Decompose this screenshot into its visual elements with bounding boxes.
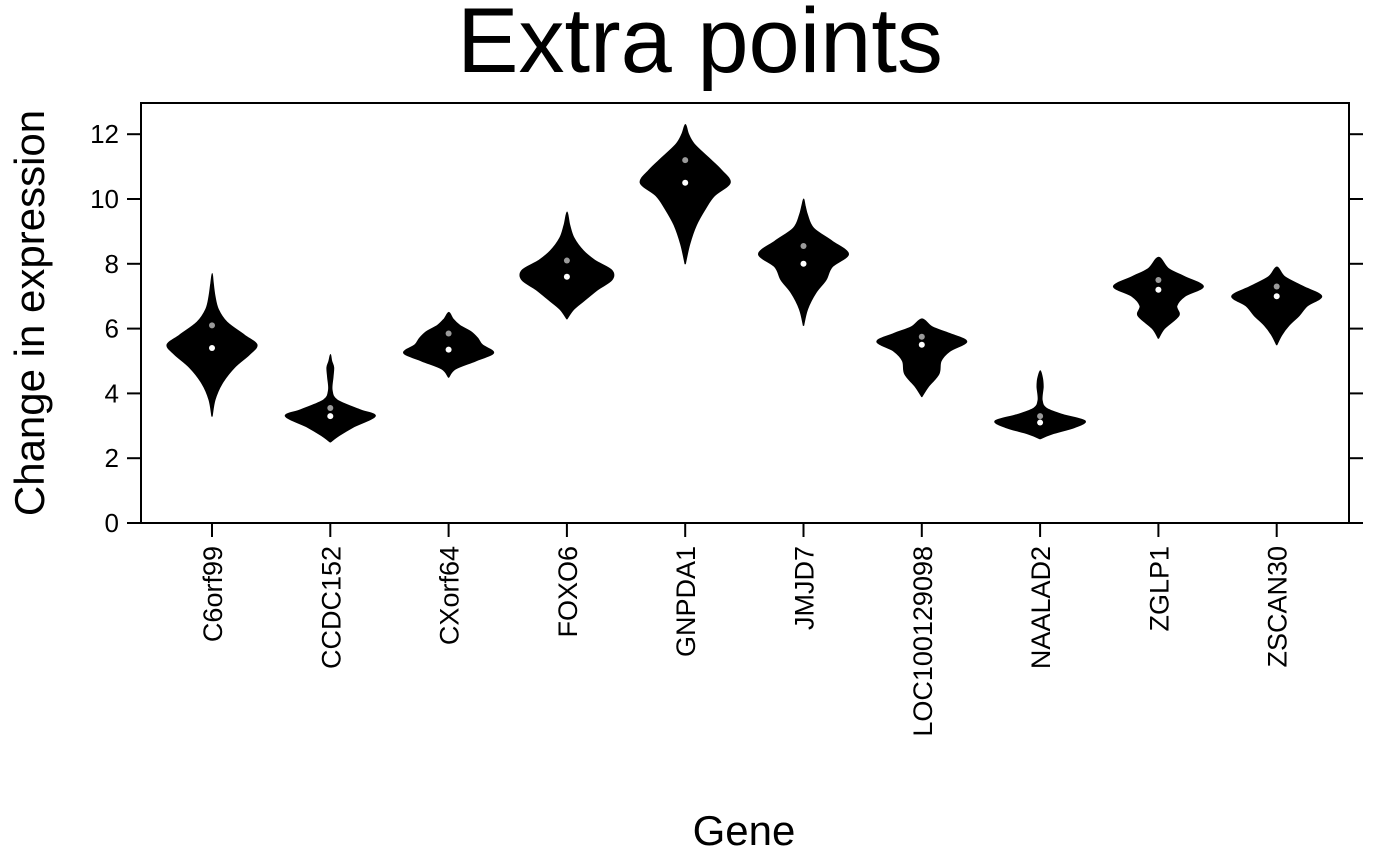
violins-group xyxy=(166,123,1323,443)
point-NAALAD2 xyxy=(1037,419,1044,426)
violin-CCDC152 xyxy=(284,353,376,443)
extra-point-CXorf64 xyxy=(445,330,452,337)
extra-point-C6orf99 xyxy=(209,322,215,329)
point-ZGLP1 xyxy=(1155,286,1162,293)
extra-point-FOXO6 xyxy=(563,257,570,264)
y-tick-label: 2 xyxy=(105,443,119,473)
point-GNPDA1 xyxy=(682,179,689,186)
extra-point-JMJD7 xyxy=(800,242,807,249)
violin-FOXO6 xyxy=(519,211,615,320)
violin-CXorf64 xyxy=(403,311,495,378)
x-axis: C6orf99 CCDC152 CXorf64 FOXO6 GNPDA1 JMJD7 LOC… xyxy=(198,523,1293,737)
point-ZSCAN30 xyxy=(1273,293,1280,300)
y-axis: 0 2 4 6 8 10 12 xyxy=(90,119,1363,538)
violin-ZGLP1 xyxy=(1112,256,1204,339)
extra-point-NAALAD2 xyxy=(1037,413,1044,420)
x-tick-label: LOC100129098 xyxy=(908,546,938,737)
x-tick-label: ZSCAN30 xyxy=(1263,546,1293,668)
violin-ZSCAN30 xyxy=(1231,266,1323,346)
x-tick-label: CCDC152 xyxy=(316,546,346,669)
y-tick-label: 0 xyxy=(105,508,119,538)
point-LOC100129098 xyxy=(918,341,925,348)
chart-title: Extra points xyxy=(457,0,943,92)
y-tick-label: 6 xyxy=(105,314,119,344)
point-JMJD7 xyxy=(800,260,807,267)
point-C6orf99 xyxy=(209,345,215,352)
point-CCDC152 xyxy=(327,413,334,420)
violin-LOC100129098 xyxy=(876,318,968,398)
y-tick-label: 12 xyxy=(90,119,119,149)
y-tick-label: 10 xyxy=(90,184,119,214)
x-tick-label: GNPDA1 xyxy=(671,546,701,657)
x-tick-label: NAALAD2 xyxy=(1026,546,1056,669)
extra-point-ZGLP1 xyxy=(1155,277,1162,283)
extra-point-CCDC152 xyxy=(327,404,334,411)
y-tick-label: 8 xyxy=(105,249,119,279)
y-axis-label: Change in expression xyxy=(6,110,53,516)
extra-point-ZSCAN30 xyxy=(1273,283,1280,290)
plot-frame xyxy=(140,102,1350,524)
extra-point-GNPDA1 xyxy=(682,157,689,164)
x-axis-label: Gene xyxy=(693,807,796,854)
y-tick-label: 4 xyxy=(105,378,119,408)
violin-NAALAD2 xyxy=(994,370,1086,440)
violin-C6orf99 xyxy=(166,272,258,417)
x-tick-label: ZGLP1 xyxy=(1144,546,1174,632)
point-FOXO6 xyxy=(563,273,570,280)
x-tick-label: CXorf64 xyxy=(435,546,465,645)
x-tick-label: C6orf99 xyxy=(198,546,228,642)
point-CXorf64 xyxy=(445,346,452,353)
extra-point-LOC100129098 xyxy=(918,333,925,340)
x-tick-label: FOXO6 xyxy=(553,546,583,638)
x-tick-label: JMJD7 xyxy=(790,546,820,630)
violin-GNPDA1 xyxy=(639,123,731,265)
